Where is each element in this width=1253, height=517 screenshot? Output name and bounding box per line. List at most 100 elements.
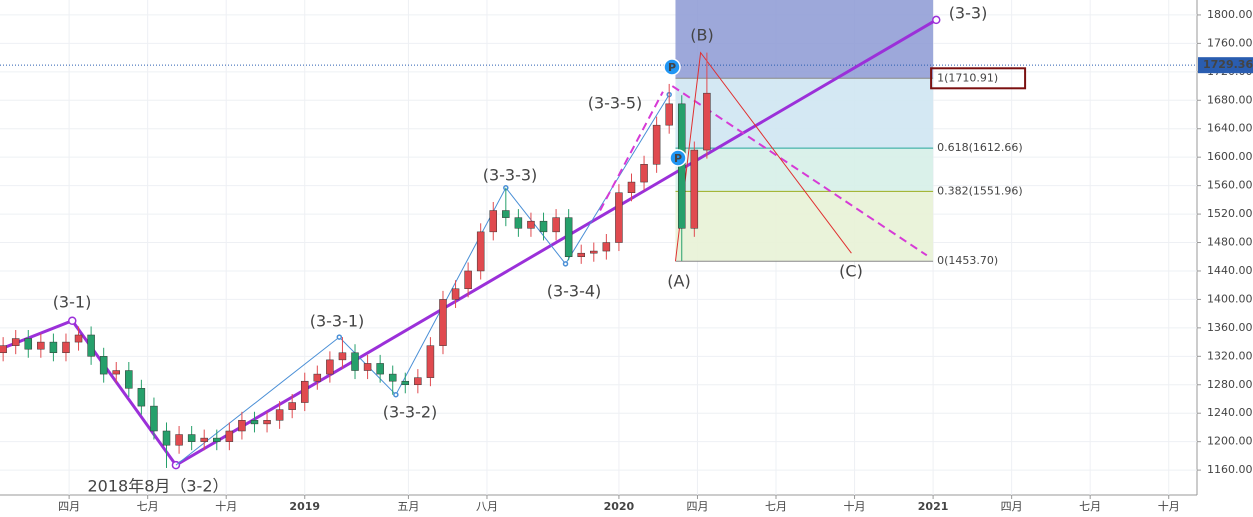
- x-tick-label: 十月: [215, 499, 237, 513]
- candle-body: [313, 373, 322, 382]
- candle-body: [74, 334, 83, 343]
- annotation: (3-3-5): [588, 94, 643, 113]
- marker-label: P: [674, 152, 682, 165]
- candle-body: [527, 220, 535, 229]
- candle-body: [652, 124, 661, 165]
- wave-point: [562, 261, 569, 267]
- y-tick-label: 1240.00: [1207, 406, 1253, 419]
- candle-body: [514, 217, 523, 229]
- fib-zone: [675, 148, 934, 192]
- candle-body: [564, 217, 573, 257]
- candle-body: [489, 210, 498, 233]
- annotation: (3-3): [949, 4, 988, 23]
- annotation: (3-3-2): [383, 403, 438, 422]
- y-tick-label: 1160.00: [1207, 463, 1253, 476]
- fib-level-label: 0(1453.70): [937, 254, 998, 267]
- y-tick-label: 1800.00: [1207, 8, 1253, 21]
- annotation: (B): [690, 26, 713, 45]
- candle-body: [401, 380, 410, 386]
- candle-body: [388, 373, 397, 382]
- candle-body: [37, 341, 45, 350]
- x-tick-label: 四月: [58, 500, 80, 513]
- y-tick-label: 1640.00: [1207, 122, 1253, 135]
- candle-body: [275, 409, 284, 421]
- x-tick-label: 十月: [844, 499, 866, 513]
- y-tick-label: 1200.00: [1207, 435, 1253, 448]
- candle-body: [464, 270, 472, 289]
- x-tick-label: 五月: [397, 500, 419, 513]
- y-tick-label: 1760.00: [1207, 36, 1253, 49]
- candle-body: [363, 363, 372, 371]
- fib-level-label: 0.382(1551.96): [937, 184, 1023, 197]
- wave-point: [336, 334, 343, 340]
- x-tick-label: 四月: [1001, 500, 1023, 513]
- candle-body: [87, 334, 95, 357]
- highlight-box: [930, 67, 1027, 90]
- candle-body: [627, 181, 636, 193]
- candle-body: [99, 356, 108, 375]
- y-tick-label: 1400.00: [1207, 292, 1253, 305]
- candle-body: [690, 149, 699, 229]
- x-tick-label: 八月: [476, 500, 498, 513]
- fib-level-label: 0.618(1612.66): [937, 141, 1023, 154]
- y-tick-label: 1320.00: [1207, 349, 1253, 362]
- candle-body: [439, 299, 447, 346]
- x-tick-label: 七月: [1079, 500, 1101, 513]
- candle-body: [288, 402, 296, 410]
- candle-body: [338, 352, 347, 361]
- candle-body: [414, 377, 422, 386]
- marker-icon: [663, 58, 681, 76]
- wave-line: [599, 91, 664, 211]
- marker-label: P: [668, 61, 676, 74]
- wave-line: [671, 85, 928, 257]
- candle-body: [615, 192, 623, 243]
- candle-body: [326, 359, 334, 375]
- fib-level-label: 1(1710.91): [937, 71, 998, 84]
- y-tick-label: 1440.00: [1207, 264, 1253, 277]
- fib-zone: [675, 78, 934, 149]
- marker-icon: [669, 149, 687, 167]
- candle-body: [238, 420, 246, 432]
- y-tick-label: 1520.00: [1207, 207, 1253, 220]
- candle-body: [703, 92, 711, 151]
- y-tick-label: 1360.00: [1207, 321, 1253, 334]
- candle-body: [590, 250, 598, 254]
- fib-top-zone: [675, 0, 934, 79]
- annotation: (3-3-3): [483, 166, 538, 185]
- x-tick-label: 七月: [765, 500, 787, 513]
- annotation: (3-3-4): [547, 282, 602, 301]
- wave-line: [175, 94, 670, 466]
- candle-body: [150, 405, 158, 432]
- y-tick-label: 1480.00: [1207, 236, 1253, 249]
- candle-body: [250, 420, 259, 425]
- candle-body: [602, 242, 611, 252]
- y-tick-label: 1680.00: [1207, 93, 1253, 106]
- x-tick-label: 七月: [137, 500, 159, 513]
- candle-body: [213, 437, 221, 442]
- annotation: (A): [667, 272, 690, 291]
- candle-body: [426, 345, 435, 378]
- candle-body: [112, 370, 120, 375]
- candle-body: [476, 231, 485, 272]
- x-tick-label: 四月: [686, 500, 708, 513]
- annotation: (C): [839, 262, 863, 281]
- wave-point: [931, 15, 941, 25]
- x-tick-label: 2019: [289, 500, 320, 513]
- candle-body: [577, 252, 585, 257]
- candle-body: [162, 430, 171, 446]
- candle-body: [451, 288, 460, 300]
- fib-zone: [675, 191, 934, 262]
- price-tag: [1198, 57, 1253, 74]
- candle-body: [11, 338, 20, 346]
- candle-body: [351, 352, 359, 371]
- candle-body: [539, 220, 548, 233]
- candle-body: [640, 164, 648, 183]
- candle-body: [125, 370, 133, 389]
- y-tick-label: 1560.00: [1207, 179, 1253, 192]
- candle-body: [200, 437, 208, 442]
- candle-body: [665, 103, 673, 126]
- annotation: 2018年8月（3-2）: [87, 477, 228, 496]
- y-tick-label: 1280.00: [1207, 378, 1253, 391]
- candle-body: [502, 210, 510, 218]
